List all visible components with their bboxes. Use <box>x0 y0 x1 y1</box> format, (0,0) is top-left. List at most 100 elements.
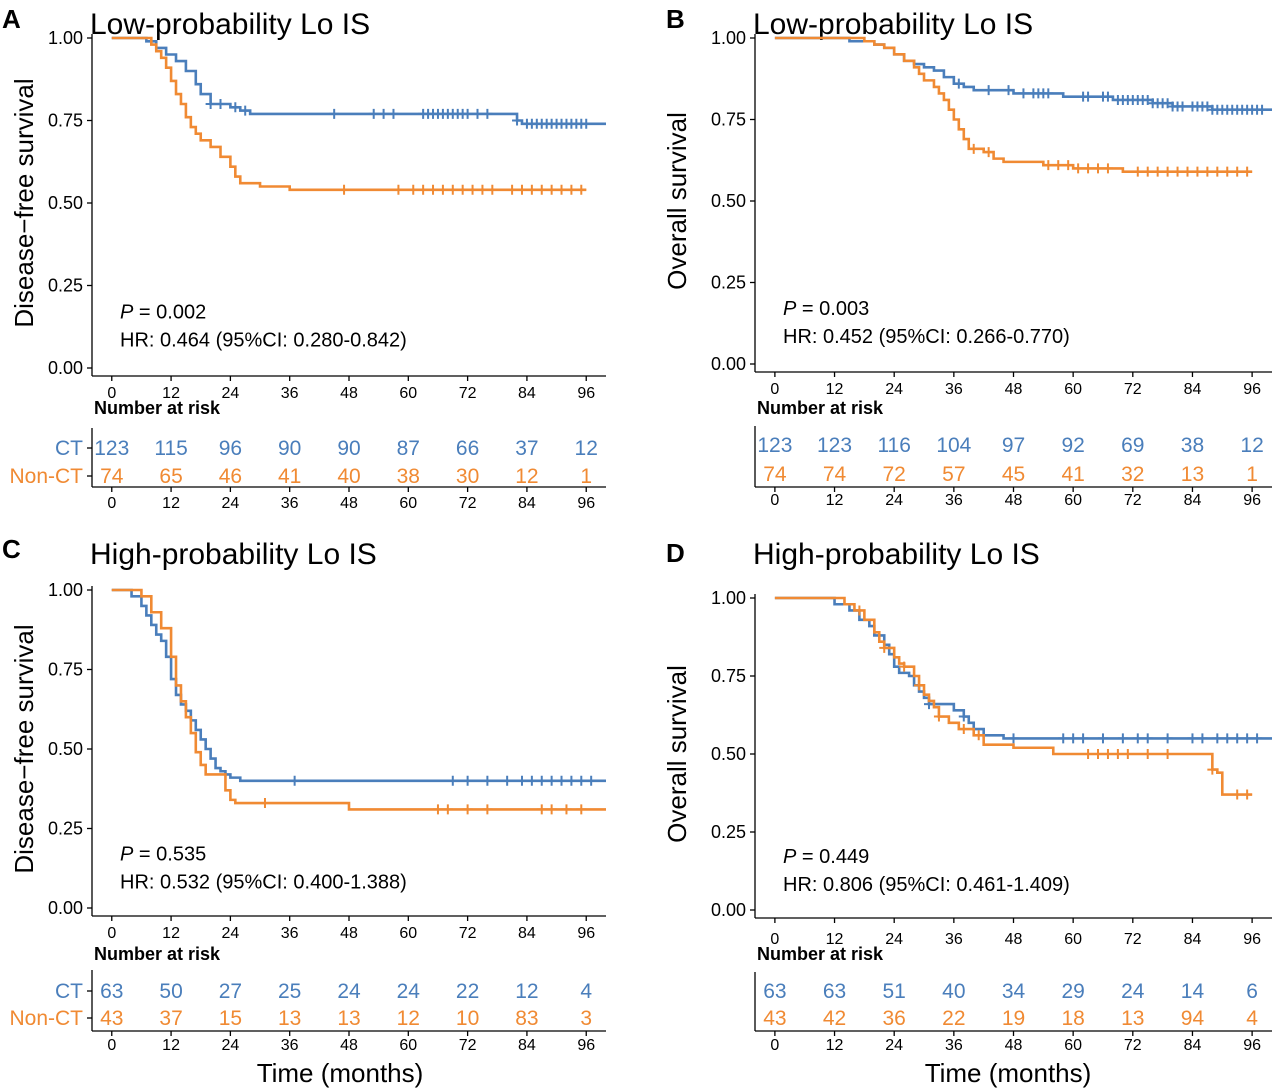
censor-mark <box>1003 85 1014 96</box>
censor-mark <box>561 804 572 815</box>
censor-mark <box>1212 166 1223 177</box>
risk-x-tick-label: 84 <box>1184 492 1202 509</box>
y-tick-label: 0.25 <box>48 819 83 839</box>
risk-count-ct: 24 <box>337 980 361 1003</box>
x-tick-label: 60 <box>1064 381 1082 398</box>
risk-count-ct: 66 <box>456 437 479 460</box>
risk-count-ct: 50 <box>159 980 182 1003</box>
risk-x-tick-label: 72 <box>459 495 477 512</box>
censor-mark <box>1058 733 1069 744</box>
risk-x-tick-label: 60 <box>1064 1037 1082 1054</box>
risk-x-tick-label: 12 <box>162 495 180 512</box>
censor-mark <box>1102 163 1113 174</box>
censor-mark <box>566 775 577 786</box>
risk-x-tick-label: 72 <box>1124 1037 1142 1054</box>
risk-count-nonct: 13 <box>278 1007 301 1030</box>
risk-x-tick-label: 96 <box>1243 492 1261 509</box>
risk-x-tick-label: 36 <box>945 492 963 509</box>
km-curve-ct <box>111 588 606 783</box>
censor-mark <box>457 184 468 195</box>
panel-letter: A <box>2 4 21 34</box>
x-tick-label: 12 <box>826 931 844 948</box>
risk-count-nonct: 12 <box>515 465 538 488</box>
risk-x-tick-label: 84 <box>518 1037 536 1054</box>
x-tick-label: 60 <box>1064 931 1082 948</box>
y-tick-label: 0.50 <box>48 193 83 213</box>
risk-x-tick-label: 24 <box>221 495 239 512</box>
risk-count-ct: 63 <box>823 980 846 1003</box>
censor-mark <box>442 804 453 815</box>
risk-x-tick-label: 0 <box>107 1037 116 1054</box>
risk-count-nonct: 10 <box>456 1007 479 1030</box>
censor-mark <box>1202 166 1213 177</box>
censor-mark <box>507 184 518 195</box>
km-curve-non-ct <box>111 588 606 811</box>
censor-mark <box>1068 733 1079 744</box>
y-tick-label: 0.00 <box>48 898 83 918</box>
censor-mark <box>1102 749 1113 759</box>
censor-mark <box>482 804 493 815</box>
risk-count-ct: 25 <box>278 980 301 1003</box>
x-tick-label: 84 <box>518 385 536 402</box>
censor-mark <box>477 184 488 195</box>
censor-mark <box>516 184 527 195</box>
km-curve-ct <box>774 596 1272 740</box>
risk-x-tick-label: 96 <box>1243 1037 1261 1054</box>
censor-mark <box>899 661 910 672</box>
p-label: P <box>783 298 797 320</box>
y-tick-label: 0.50 <box>48 739 83 759</box>
risk-count-nonct: 83 <box>515 1007 538 1030</box>
panel-letter: C <box>2 534 21 564</box>
censor-mark <box>378 108 389 119</box>
km-curve-non-ct <box>111 36 587 192</box>
risk-count-ct: 22 <box>456 980 479 1003</box>
risk-x-tick-label: 12 <box>826 492 844 509</box>
risk-count-nonct: 19 <box>1002 1007 1025 1030</box>
risk-count-nonct: 3 <box>580 1007 592 1030</box>
risk-count-ct: 90 <box>278 437 301 460</box>
x-tick-label: 36 <box>281 385 299 402</box>
risk-count-nonct: 65 <box>159 465 182 488</box>
risk-count-ct: 116 <box>877 434 910 457</box>
censor-mark <box>1043 160 1054 171</box>
censor-mark <box>1192 166 1203 177</box>
censor-mark <box>546 775 557 786</box>
risk-count-ct: 96 <box>219 437 242 460</box>
risk-label-nonct: Non-CT <box>9 465 83 488</box>
x-tick-label: 72 <box>459 925 477 942</box>
p-value: P = 0.535 <box>120 843 206 865</box>
censor-mark <box>556 775 567 786</box>
risk-x-tick-label: 12 <box>826 1037 844 1054</box>
risk-x-tick-label: 72 <box>1124 492 1142 509</box>
censor-mark <box>1162 749 1173 759</box>
y-tick-label: 0.50 <box>711 191 746 211</box>
risk-count-nonct: 42 <box>823 1007 846 1030</box>
censor-mark <box>1093 163 1104 174</box>
x-tick-label: 84 <box>1184 381 1202 398</box>
censor-mark <box>388 108 399 119</box>
risk-count-ct: 40 <box>942 980 965 1003</box>
censor-mark <box>556 184 567 195</box>
x-tick-label: 36 <box>945 931 963 948</box>
risk-x-tick-label: 24 <box>221 1037 239 1054</box>
x-tick-label: 12 <box>162 385 180 402</box>
censor-mark <box>536 184 547 195</box>
censor-mark <box>259 798 270 809</box>
risk-table-heading: Number at risk <box>757 944 884 964</box>
censor-mark <box>1177 101 1188 112</box>
censor-mark <box>1162 733 1173 744</box>
censor-mark <box>854 605 865 616</box>
risk-x-tick-label: 96 <box>577 1037 595 1054</box>
censor-mark <box>1242 733 1253 744</box>
censor-mark <box>1232 789 1243 800</box>
censor-mark <box>953 78 964 89</box>
censor-mark <box>1073 163 1084 174</box>
censor-mark <box>1112 749 1123 759</box>
risk-count-ct: 87 <box>397 437 420 460</box>
censor-mark <box>1187 733 1198 744</box>
risk-count-ct: 34 <box>1002 980 1026 1003</box>
risk-x-tick-label: 48 <box>340 495 358 512</box>
censor-mark <box>516 775 527 786</box>
censor-mark <box>472 108 483 119</box>
p-value-text: = 0.002 <box>133 302 206 324</box>
